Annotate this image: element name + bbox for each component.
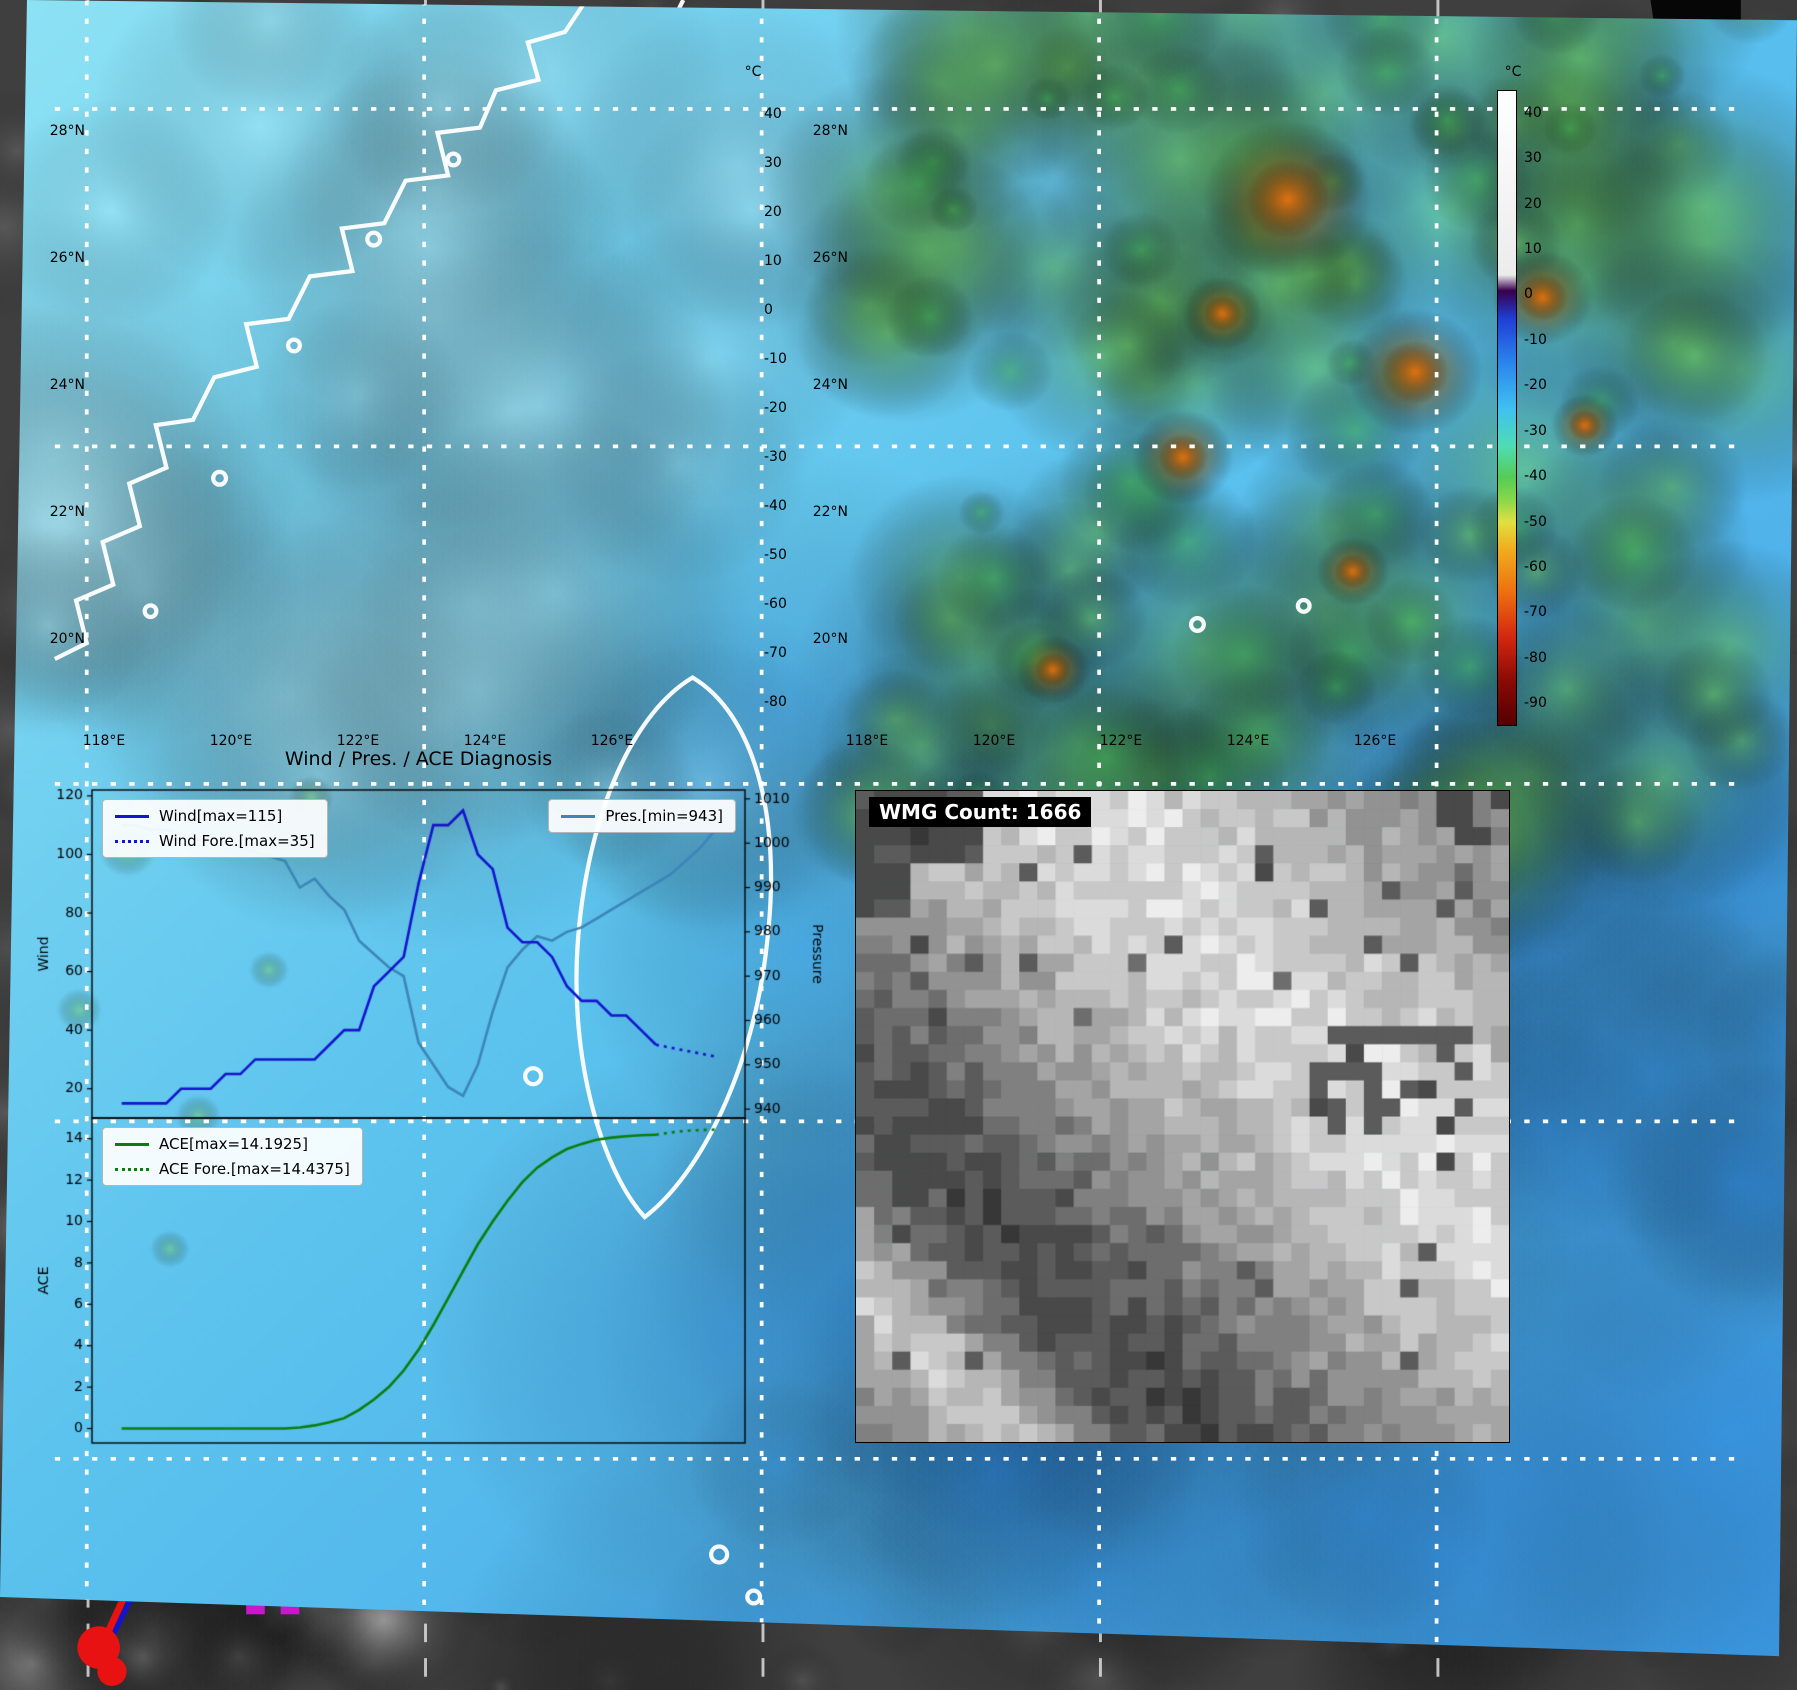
colorbar-tick-label: -60 <box>764 595 787 612</box>
lon-tick-label: 124°E <box>1226 733 1270 749</box>
legend-item: Pres.[min=943] <box>561 807 723 825</box>
awv-colorbar <box>1497 90 1517 726</box>
pressure-line-sample-icon <box>561 814 596 818</box>
colorbar-tick-label: 0 <box>1524 286 1533 303</box>
lon-tick-label: 126°E <box>1353 733 1397 749</box>
wind-forecast-line-sample-icon <box>115 839 149 843</box>
chart-title: Wind / Pres. / ACE Diagnosis <box>284 748 553 770</box>
colorbar-tick-label: -10 <box>1524 331 1547 348</box>
ace-line-sample-icon <box>115 1142 149 1146</box>
colorbar-tick-label: -10 <box>764 351 787 368</box>
lon-tick-label: 122°E <box>336 733 380 749</box>
colorbar-tick-label: -70 <box>764 644 787 661</box>
lat-tick-label: 22°N <box>812 504 848 520</box>
colorbar-tick-label: 30 <box>764 155 782 172</box>
wind-legend: Wind[max=115] Wind Fore.[max=35] <box>102 799 328 858</box>
colorbar-tick-label: 10 <box>764 253 782 270</box>
colorbar-tick-label: 20 <box>764 204 782 221</box>
colorbar-tick-label: 30 <box>1524 150 1542 167</box>
colorbar-tick-label: 10 <box>1524 241 1542 257</box>
colorbar-tick-label: 20 <box>1524 195 1542 212</box>
colorbar-tick-label: -60 <box>1524 559 1547 575</box>
colorbar-tick-label: -80 <box>1524 649 1547 666</box>
legend-item: ACE Fore.[max=14.4375] <box>115 1160 350 1178</box>
legend-item: Wind Fore.[max=35] <box>115 832 315 850</box>
colorbar-tick-label: -20 <box>1524 377 1547 394</box>
lon-tick-label: 126°E <box>590 733 634 749</box>
legend-label: Pres.[min=943] <box>605 807 723 825</box>
colorbar-tick-label: -20 <box>764 400 787 416</box>
colorbar-tick-label: -80 <box>764 693 787 710</box>
pressure-legend: Pres.[min=943] <box>548 799 736 833</box>
lat-tick-label: 24°N <box>49 377 85 393</box>
ace-forecast-line-sample-icon <box>115 1167 149 1171</box>
colorbar-tick-label: -90 <box>1524 695 1547 712</box>
wmg-count-badge: WMG Count: 1666 <box>869 797 1092 827</box>
colorbar-tick-label: -50 <box>764 546 787 563</box>
legend-item: Wind[max=115] <box>115 807 315 825</box>
colorbar-tick-label: -30 <box>1524 422 1547 439</box>
lon-tick-label: 122°E <box>1099 733 1143 749</box>
lon-tick-label: 124°E <box>463 733 507 749</box>
lat-tick-label: 28°N <box>812 123 848 139</box>
colorbar-tick-label: 40 <box>1524 104 1542 121</box>
colorbar-tick-label: -50 <box>1524 513 1547 530</box>
colorbar-unit-label: °C <box>1504 64 1522 80</box>
colorbar-tick-label: 40 <box>764 106 782 123</box>
lat-tick-label: 24°N <box>812 377 848 393</box>
lon-tick-label: 118°E <box>845 733 889 749</box>
colorbar-tick-label: -40 <box>764 497 787 514</box>
lat-tick-label: 22°N <box>49 504 85 520</box>
colorbar-tick-label: -40 <box>1524 468 1547 485</box>
lon-tick-label: 120°E <box>972 733 1016 749</box>
lat-tick-label: 28°N <box>49 123 85 139</box>
colorbar-tick-label: 0 <box>764 302 773 319</box>
lat-tick-label: 20°N <box>812 631 848 647</box>
legend-label: ACE Fore.[max=14.4375] <box>159 1160 350 1178</box>
ace-legend: ACE[max=14.1925] ACE Fore.[max=14.4375] <box>102 1127 363 1186</box>
legend-label: ACE[max=14.1925] <box>159 1135 308 1153</box>
colorbar-tick-label: -70 <box>1524 604 1547 621</box>
legend-label: Wind[max=115] <box>159 807 283 825</box>
wmg-pixel-image <box>856 791 1509 1442</box>
wmg-pixel-map: WMG Count: 1666 <box>855 790 1510 1443</box>
colorbar-tick-label: -30 <box>764 448 787 465</box>
lat-tick-label: 26°N <box>812 250 848 266</box>
legend-item: ACE[max=14.1925] <box>115 1135 350 1153</box>
lon-tick-label: 120°E <box>209 733 253 749</box>
lon-tick-label: 118°E <box>82 733 126 749</box>
lat-tick-label: 26°N <box>49 250 85 266</box>
coastline-china <box>53 0 589 661</box>
legend-label: Wind Fore.[max=35] <box>159 832 315 850</box>
wind-line-sample-icon <box>115 814 149 818</box>
lat-tick-label: 20°N <box>49 631 85 647</box>
colorbar-unit-label: °C <box>744 64 762 80</box>
